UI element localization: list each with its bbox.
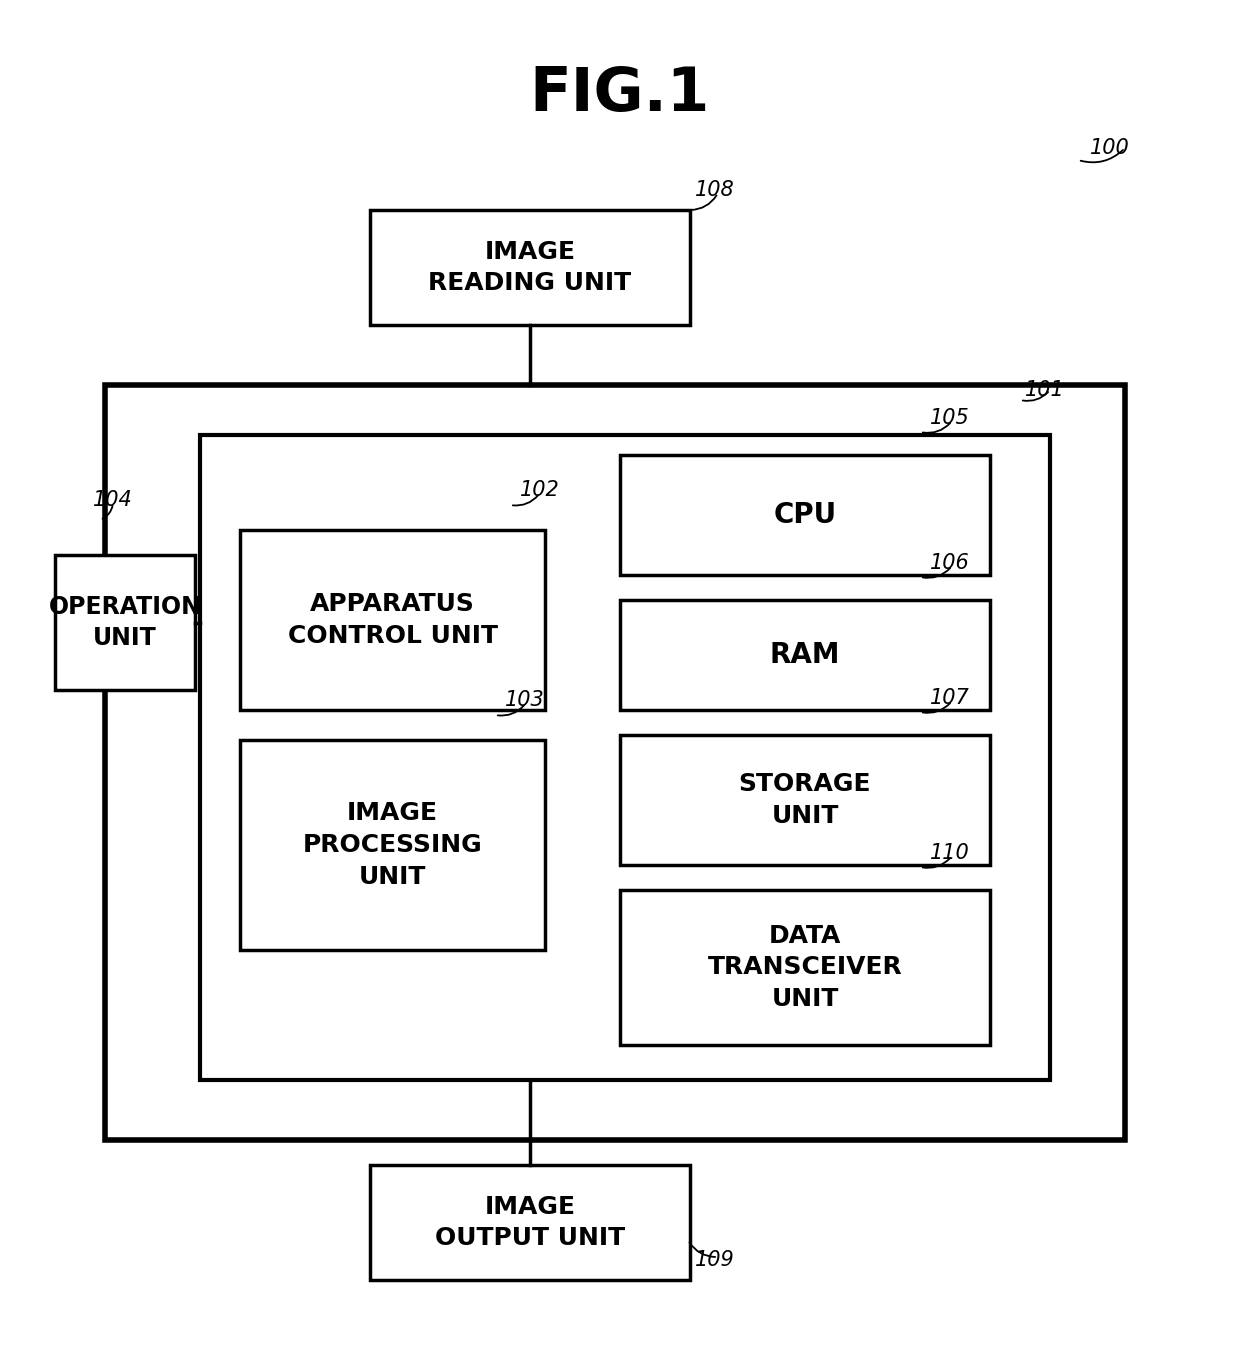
Text: 106: 106 (930, 553, 970, 573)
Text: DATA
TRANSCEIVER
UNIT: DATA TRANSCEIVER UNIT (708, 924, 903, 1011)
Bar (105, 385, 1125, 1140)
Text: FIG.1: FIG.1 (529, 65, 711, 125)
Text: 110: 110 (930, 843, 970, 863)
Bar (200, 435, 1050, 1080)
Bar (55, 556, 195, 690)
Text: RAM: RAM (770, 641, 841, 669)
Bar (620, 600, 990, 710)
Text: CPU: CPU (774, 501, 837, 528)
Bar (620, 455, 990, 575)
Text: 107: 107 (930, 688, 970, 709)
Text: OPERATION
UNIT: OPERATION UNIT (48, 595, 201, 650)
Text: 105: 105 (930, 408, 970, 428)
Bar (620, 890, 990, 1045)
Text: 104: 104 (93, 491, 133, 509)
Text: STORAGE
UNIT: STORAGE UNIT (739, 772, 872, 828)
Text: 100: 100 (1090, 138, 1130, 159)
Bar (241, 740, 546, 950)
Text: APPARATUS
CONTROL UNIT: APPARATUS CONTROL UNIT (288, 592, 497, 648)
Bar (370, 210, 689, 325)
Text: 103: 103 (505, 690, 544, 710)
Text: 108: 108 (694, 180, 735, 201)
Bar (370, 1165, 689, 1280)
Bar (241, 530, 546, 710)
Text: 109: 109 (694, 1251, 735, 1270)
Text: IMAGE
OUTPUT UNIT: IMAGE OUTPUT UNIT (435, 1195, 625, 1251)
Text: IMAGE
PROCESSING
UNIT: IMAGE PROCESSING UNIT (303, 801, 482, 889)
Text: 101: 101 (1025, 379, 1065, 400)
Text: 102: 102 (520, 480, 559, 500)
Bar (620, 734, 990, 864)
Text: IMAGE
READING UNIT: IMAGE READING UNIT (429, 240, 631, 295)
